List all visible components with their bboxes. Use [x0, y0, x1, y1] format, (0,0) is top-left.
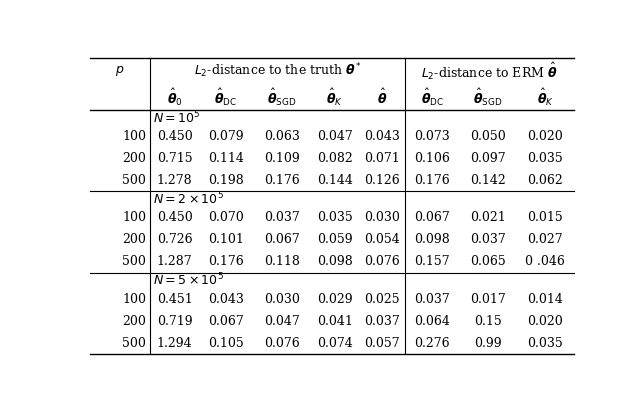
- Text: 0.021: 0.021: [470, 211, 506, 224]
- Text: 0.062: 0.062: [527, 174, 563, 187]
- Text: 0.106: 0.106: [414, 152, 451, 165]
- Text: 0.017: 0.017: [470, 293, 506, 305]
- Text: 0.99: 0.99: [474, 337, 502, 349]
- Text: 0.450: 0.450: [157, 211, 193, 224]
- Text: 0.715: 0.715: [157, 152, 193, 165]
- Text: 0.057: 0.057: [364, 337, 400, 349]
- Text: 0.076: 0.076: [264, 337, 300, 349]
- Text: $\hat{\boldsymbol{\theta}}_{\mathrm{DC}}$: $\hat{\boldsymbol{\theta}}_{\mathrm{DC}}…: [214, 87, 237, 108]
- Text: 0.076: 0.076: [364, 255, 400, 268]
- Text: 0.176: 0.176: [264, 174, 300, 187]
- Text: 0.067: 0.067: [415, 211, 450, 224]
- Text: 500: 500: [122, 174, 146, 187]
- Text: $N = 5 \times 10^5$: $N = 5 \times 10^5$: [153, 272, 223, 289]
- Text: 0.074: 0.074: [317, 337, 353, 349]
- Text: 0.030: 0.030: [364, 211, 400, 224]
- Text: 0.043: 0.043: [208, 293, 244, 305]
- Text: 500: 500: [122, 337, 146, 349]
- Text: 0.037: 0.037: [264, 211, 300, 224]
- Text: 0.037: 0.037: [415, 293, 450, 305]
- Text: $L_2$-distance to the truth $\boldsymbol{\theta}^*$: $L_2$-distance to the truth $\boldsymbol…: [194, 62, 362, 81]
- Text: 0.067: 0.067: [208, 315, 244, 328]
- Text: 0.065: 0.065: [470, 255, 506, 268]
- Text: 0.126: 0.126: [364, 174, 400, 187]
- Text: 0.050: 0.050: [470, 130, 506, 143]
- Text: $\hat{\boldsymbol{\theta}}_K$: $\hat{\boldsymbol{\theta}}_K$: [326, 87, 344, 108]
- Text: 0.073: 0.073: [415, 130, 450, 143]
- Text: $p$: $p$: [115, 64, 125, 78]
- Text: 0.079: 0.079: [208, 130, 244, 143]
- Text: 0.097: 0.097: [470, 152, 506, 165]
- Text: $\hat{\boldsymbol{\theta}}_0$: $\hat{\boldsymbol{\theta}}_0$: [166, 87, 182, 108]
- Text: 0.101: 0.101: [208, 233, 244, 246]
- Text: 0.020: 0.020: [527, 130, 563, 143]
- Text: 0.176: 0.176: [208, 255, 244, 268]
- Text: 0.726: 0.726: [157, 233, 193, 246]
- Text: 0.035: 0.035: [527, 152, 563, 165]
- Text: 0.114: 0.114: [208, 152, 244, 165]
- Text: 0.054: 0.054: [364, 233, 400, 246]
- Text: 0.142: 0.142: [470, 174, 506, 187]
- Text: $\hat{\boldsymbol{\theta}}_{\mathrm{SGD}}$: $\hat{\boldsymbol{\theta}}_{\mathrm{SGD}…: [267, 87, 296, 108]
- Text: 0.025: 0.025: [364, 293, 400, 305]
- Text: 0.029: 0.029: [317, 293, 353, 305]
- Text: 0.098: 0.098: [415, 233, 450, 246]
- Text: 0.198: 0.198: [208, 174, 244, 187]
- Text: 0.035: 0.035: [317, 211, 353, 224]
- Text: 0.15: 0.15: [474, 315, 502, 328]
- Text: $\hat{\boldsymbol{\theta}}_{\mathrm{SGD}}$: $\hat{\boldsymbol{\theta}}_{\mathrm{SGD}…: [474, 87, 503, 108]
- Text: 0.719: 0.719: [157, 315, 193, 328]
- Text: $N = 2 \times 10^5$: $N = 2 \times 10^5$: [153, 191, 223, 207]
- Text: 100: 100: [122, 130, 146, 143]
- Text: $\hat{\boldsymbol{\theta}}_K$: $\hat{\boldsymbol{\theta}}_K$: [537, 87, 554, 108]
- Text: 0.105: 0.105: [208, 337, 244, 349]
- Text: 200: 200: [122, 315, 146, 328]
- Text: 0.071: 0.071: [364, 152, 400, 165]
- Text: 0.037: 0.037: [470, 233, 506, 246]
- Text: 0.020: 0.020: [527, 315, 563, 328]
- Text: 0.276: 0.276: [415, 337, 450, 349]
- Text: 0.041: 0.041: [317, 315, 353, 328]
- Text: 0.043: 0.043: [364, 130, 400, 143]
- Text: 0.451: 0.451: [157, 293, 193, 305]
- Text: 0.014: 0.014: [527, 293, 563, 305]
- Text: 0.070: 0.070: [208, 211, 244, 224]
- Text: 0.063: 0.063: [264, 130, 300, 143]
- Text: 0.027: 0.027: [527, 233, 563, 246]
- Text: 0.059: 0.059: [317, 233, 353, 246]
- Text: 0.098: 0.098: [317, 255, 353, 268]
- Text: $L_2$-distance to ERM $\hat{\boldsymbol{\theta}}$: $L_2$-distance to ERM $\hat{\boldsymbol{…: [421, 60, 557, 82]
- Text: 100: 100: [122, 211, 146, 224]
- Text: 0.118: 0.118: [264, 255, 300, 268]
- Text: 0.144: 0.144: [317, 174, 353, 187]
- Text: 0 .046: 0 .046: [525, 255, 565, 268]
- Text: $N = 10^5$: $N = 10^5$: [153, 109, 200, 126]
- Text: $\hat{\boldsymbol{\theta}}_{\mathrm{DC}}$: $\hat{\boldsymbol{\theta}}_{\mathrm{DC}}…: [420, 87, 444, 108]
- Text: 0.064: 0.064: [414, 315, 451, 328]
- Text: 0.047: 0.047: [264, 315, 300, 328]
- Text: $\hat{\boldsymbol{\theta}}$: $\hat{\boldsymbol{\theta}}$: [377, 87, 387, 107]
- Text: 0.035: 0.035: [527, 337, 563, 349]
- Text: 0.015: 0.015: [527, 211, 563, 224]
- Text: 0.157: 0.157: [415, 255, 450, 268]
- Text: 0.067: 0.067: [264, 233, 300, 246]
- Text: 500: 500: [122, 255, 146, 268]
- Text: 200: 200: [122, 152, 146, 165]
- Text: 0.109: 0.109: [264, 152, 300, 165]
- Text: 0.450: 0.450: [157, 130, 193, 143]
- Text: 200: 200: [122, 233, 146, 246]
- Text: 1.278: 1.278: [157, 174, 193, 187]
- Text: 0.030: 0.030: [264, 293, 300, 305]
- Text: 0.082: 0.082: [317, 152, 353, 165]
- Text: 0.047: 0.047: [317, 130, 353, 143]
- Text: 100: 100: [122, 293, 146, 305]
- Text: 1.287: 1.287: [157, 255, 193, 268]
- Text: 1.294: 1.294: [157, 337, 193, 349]
- Text: 0.176: 0.176: [415, 174, 450, 187]
- Text: 0.037: 0.037: [364, 315, 400, 328]
